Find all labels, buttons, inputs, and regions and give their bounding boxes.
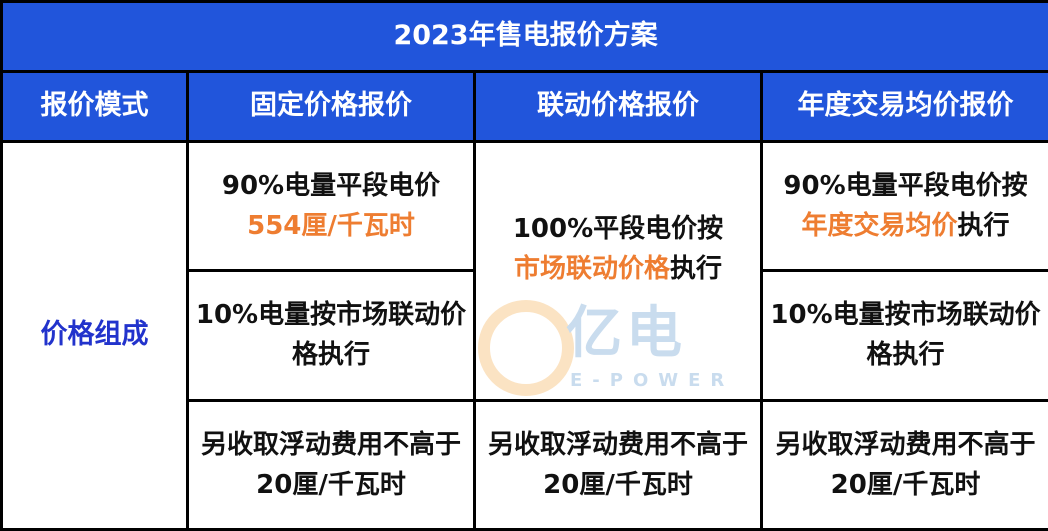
annual-r1-line1: 90%电量平段电价按 — [783, 171, 1028, 201]
annual-highlight: 年度交易均价 — [801, 211, 958, 241]
header-linked: 联动价格报价 — [473, 69, 763, 143]
row-label: 价格组成 — [0, 139, 189, 531]
header-fixed: 固定价格报价 — [186, 69, 476, 143]
annual-r1-line2: 年度交易均价执行 — [767, 206, 1044, 246]
header-row: 报价模式 固定价格报价 联动价格报价 年度交易均价报价 — [0, 69, 1048, 143]
linked-cell-3: 另收取浮动费用不高于20厘/千瓦时 — [473, 398, 763, 531]
fixed-cell-1: 90%电量平段电价 554厘/千瓦时 — [186, 139, 476, 273]
table-title: 2023年售电报价方案 — [0, 0, 1048, 73]
fixed-cell-2: 10%电量按市场联动价格执行 — [186, 269, 476, 402]
linked-line1: 100%平段电价按 — [512, 213, 724, 244]
header-mode: 报价模式 — [0, 69, 189, 143]
fixed-r1-price: 554厘/千瓦时 — [247, 211, 415, 241]
annual-cell-1: 90%电量平段电价按 年度交易均价执行 — [759, 139, 1048, 273]
linked-cell-1: 100%平段电价按 市场联动价格执行 — [473, 139, 763, 402]
linked-highlight: 市场联动价格 — [513, 253, 670, 284]
annual-cell-3: 另收取浮动费用不高于20厘/千瓦时 — [759, 398, 1048, 531]
fixed-r1-line1: 90%电量平段电价 — [221, 171, 441, 201]
linked-rest: 执行 — [670, 253, 723, 284]
header-annual: 年度交易均价报价 — [759, 69, 1048, 143]
annual-cell-2: 10%电量按市场联动价格执行 — [759, 269, 1048, 402]
linked-cell-content: 100%平段电价按 市场联动价格执行 — [480, 209, 756, 289]
fixed-cell-3: 另收取浮动费用不高于20厘/千瓦时 — [186, 398, 476, 531]
annual-rest: 执行 — [957, 211, 1010, 241]
linked-line2: 市场联动价格执行 — [480, 249, 756, 289]
